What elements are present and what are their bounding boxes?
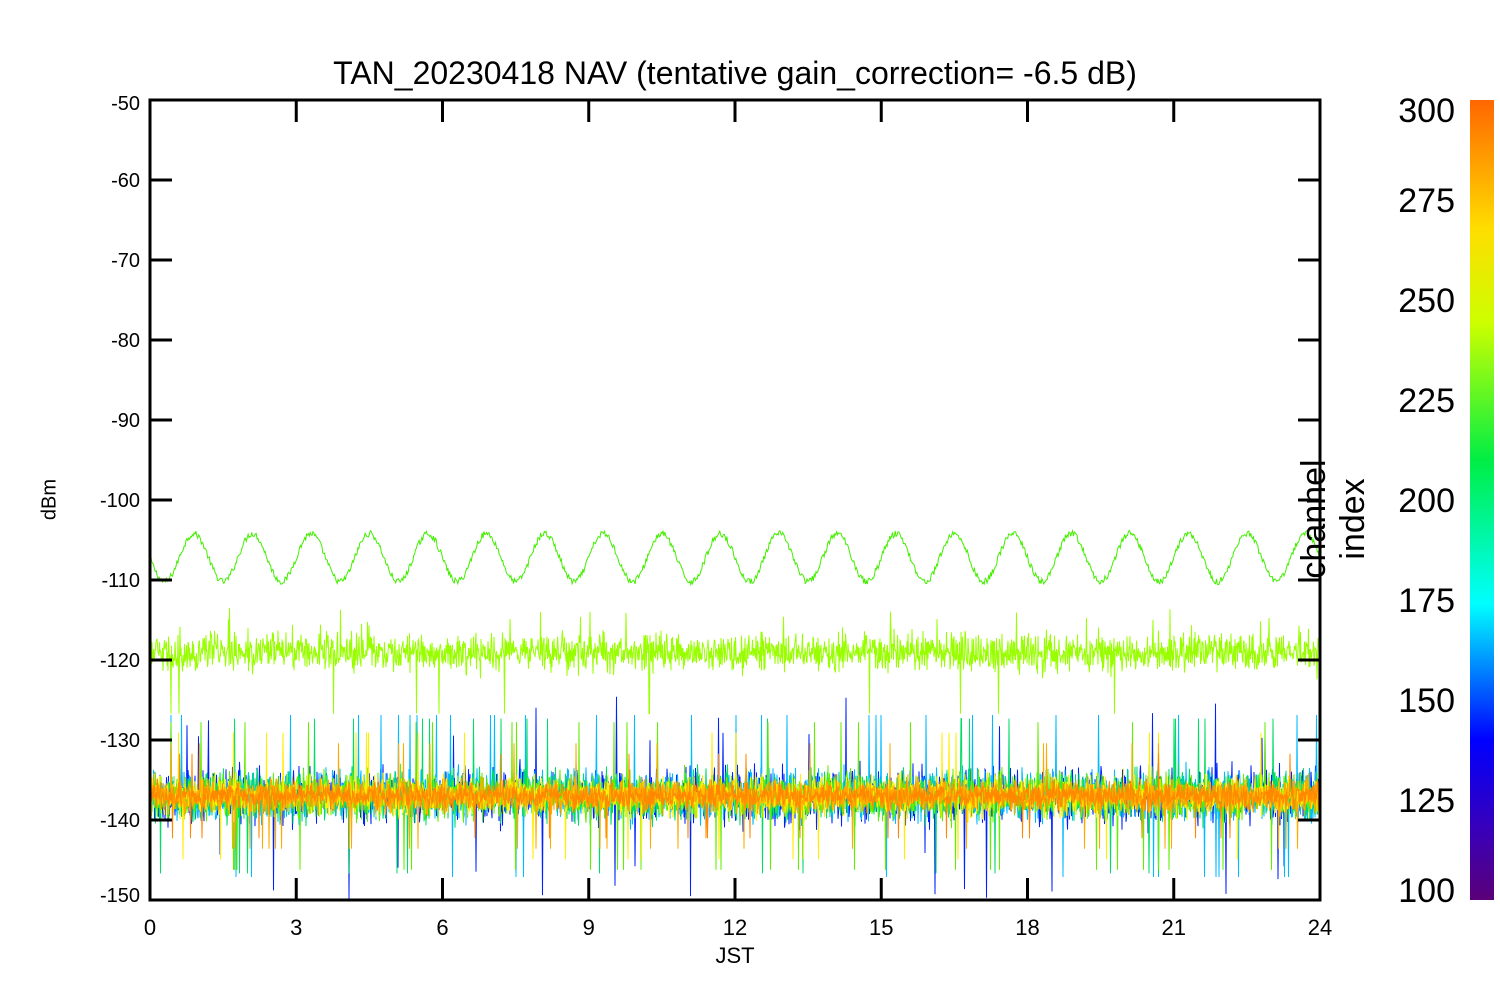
y-tick-label-5: -100	[100, 490, 140, 512]
colorbar-tick-label-4: 200	[1398, 482, 1455, 520]
y-tick-label-8: -130	[100, 730, 140, 752]
colorbar-tick-label-2: 250	[1398, 282, 1455, 320]
x-tick-label-1: 3	[290, 915, 302, 940]
colorbar-tick-label-1: 275	[1398, 182, 1455, 220]
y-tick-label-0: -50	[111, 93, 140, 115]
y-tick-label-2: -70	[111, 250, 140, 272]
x-tick-label-2: 6	[436, 915, 448, 940]
colorbar-tick-label-7: 125	[1398, 782, 1455, 820]
colorbar-tick-label-0: 300	[1398, 92, 1455, 130]
colorbar-label: channel index	[1295, 459, 1372, 579]
y-tick-label-3: -80	[111, 330, 140, 352]
y-tick-label-9: -140	[100, 810, 140, 832]
x-tick-label-7: 21	[1162, 915, 1186, 940]
series-line-channel-255	[150, 529, 1320, 587]
colorbar-tick-label-8: 100	[1398, 872, 1455, 910]
colorbar	[1470, 100, 1494, 900]
x-tick-label-6: 18	[1015, 915, 1039, 940]
colorbar-ticks: 300 275 250 225 200 175 150 125 100	[1398, 92, 1455, 910]
series-layer	[150, 529, 1320, 899]
colorbar-tick-label-6: 150	[1398, 682, 1455, 720]
series-line-channel-296	[150, 753, 1320, 839]
y-tick-label-10: -150	[100, 885, 140, 907]
colorbar-tick-label-5: 175	[1398, 582, 1455, 620]
y-axis-label: dBm	[38, 478, 61, 521]
chart-title: TAN_20230418 NAV (tentative gain_correct…	[333, 55, 1137, 91]
series-line-channel-262	[150, 608, 1320, 715]
y-tick-label-4: -90	[111, 410, 140, 432]
y-tick-label-6: -110	[101, 570, 140, 592]
x-tick-label-0: 0	[144, 915, 156, 940]
x-tick-label-3: 9	[583, 915, 595, 940]
y-tick-label-1: -60	[111, 170, 140, 192]
colorbar-tick-label-3: 225	[1398, 382, 1455, 420]
axis-layer: 0 3 6 9 12 15 18 21 24 -50 -60 -70 -80 -90 -100 -110 -12…	[100, 93, 1332, 940]
y-tick-label-7: -120	[100, 650, 140, 672]
x-tick-label-8: 24	[1308, 915, 1332, 940]
x-axis-label: JST	[715, 943, 755, 968]
x-tick-label-4: 12	[723, 915, 747, 940]
x-tick-label-5: 15	[869, 915, 893, 940]
